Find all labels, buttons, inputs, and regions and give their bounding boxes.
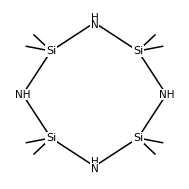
Text: N: N xyxy=(91,164,98,174)
Text: NH: NH xyxy=(15,90,30,99)
Text: Si: Si xyxy=(46,133,56,143)
Text: H: H xyxy=(91,13,98,23)
Text: H: H xyxy=(91,157,98,167)
Text: Si: Si xyxy=(46,46,56,56)
Text: Si: Si xyxy=(133,46,143,56)
Text: Si: Si xyxy=(133,133,143,143)
Text: N: N xyxy=(91,20,98,30)
Text: NH: NH xyxy=(159,90,174,99)
